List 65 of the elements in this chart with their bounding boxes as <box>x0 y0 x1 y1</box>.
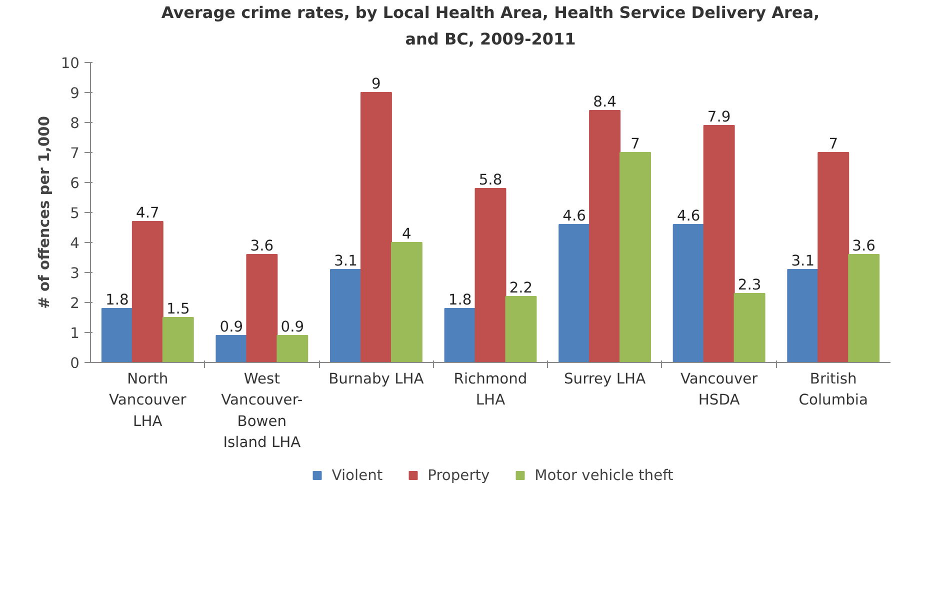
x-tick-label: North Vancouver LHA <box>109 370 188 430</box>
y-tick-label: 6 <box>70 175 80 192</box>
legend-label: Motor vehicle theft <box>534 466 674 484</box>
bar <box>787 269 819 362</box>
bar <box>360 92 392 362</box>
bar <box>330 269 362 362</box>
x-tick-label: British Columbia <box>798 370 868 409</box>
bar <box>216 335 248 362</box>
bar <box>558 224 590 362</box>
data-label: 1.5 <box>166 300 190 318</box>
data-label: 7 <box>828 136 838 152</box>
bar <box>101 308 133 362</box>
data-label: 3.6 <box>250 238 274 254</box>
bar <box>444 308 476 362</box>
bar <box>620 152 651 362</box>
y-tick-label: 0 <box>70 355 80 372</box>
y-tick-label: 4 <box>70 235 80 252</box>
bar <box>703 125 735 362</box>
bar <box>589 110 621 362</box>
y-tick-label: 10 <box>60 55 80 72</box>
x-tick-label: Vancouver HSDA <box>680 370 759 409</box>
data-label: 0.9 <box>220 318 244 336</box>
data-label: 3.6 <box>852 238 876 254</box>
data-label: 4.6 <box>676 208 700 224</box>
legend-label: Violent <box>332 466 383 484</box>
y-tick-label: 1 <box>70 325 80 342</box>
legend-label: Property <box>428 466 490 484</box>
chart-title: Average crime rates, by Local Health Area, Health Service Delivery Area, and BC, 2009-2011 <box>161 3 820 49</box>
bar <box>162 317 194 362</box>
y-axis-title: # of offences per 1,000 <box>36 116 53 309</box>
data-label: 2.3 <box>738 276 762 294</box>
data-label: 8.4 <box>593 94 616 110</box>
data-label: 1.8 <box>448 292 472 308</box>
bar <box>474 188 506 362</box>
x-tick-label: Surrey LHA <box>564 370 646 388</box>
bar <box>246 254 278 362</box>
bar <box>276 335 308 362</box>
y-tick-label: 5 <box>70 205 80 222</box>
y-tick-label: 8 <box>70 115 80 132</box>
data-label: 0.9 <box>280 318 304 336</box>
data-label: 3.1 <box>791 252 815 270</box>
bar <box>818 152 850 362</box>
data-label: 1.8 <box>106 292 129 308</box>
data-label: 4.6 <box>562 208 586 224</box>
data-label: 3.1 <box>334 252 358 270</box>
data-label: 2.2 <box>509 280 533 296</box>
y-tick-label: 2 <box>70 295 80 312</box>
bar <box>734 293 766 362</box>
y-tick-label: 9 <box>70 85 80 102</box>
data-label: 4.7 <box>136 204 160 222</box>
y-tick-label: 7 <box>70 145 80 162</box>
bar <box>848 254 880 362</box>
bar <box>390 242 422 362</box>
bar <box>672 224 704 362</box>
data-label: 4 <box>402 226 412 242</box>
bar <box>132 221 164 362</box>
data-label: 7.9 <box>707 108 731 126</box>
data-label: 9 <box>372 76 381 92</box>
x-tick-label: Burnaby LHA <box>328 370 424 388</box>
bar <box>505 296 537 362</box>
x-tick-label: Richmond LHA <box>454 370 528 409</box>
x-tick-label: West Vancouver- Bowen Island LHA <box>221 370 303 452</box>
data-label: 7 <box>630 136 640 152</box>
y-tick-label: 3 <box>70 265 80 282</box>
data-label: 5.8 <box>478 172 502 188</box>
